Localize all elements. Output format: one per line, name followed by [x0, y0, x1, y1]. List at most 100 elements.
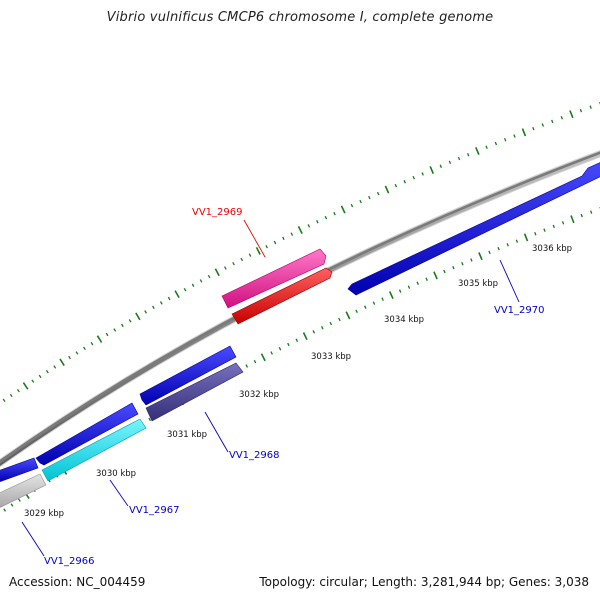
topology-text: Topology: circular; Length: 3,281,944 bp… [259, 575, 589, 589]
outer-minor-tick [579, 108, 583, 113]
outer-minor-tick [159, 301, 163, 305]
tick-label-3032: 3032 kbp [239, 390, 279, 400]
outer-minor-tick [421, 172, 424, 176]
outer-minor-tick [68, 355, 71, 360]
inner-minor-tick [580, 213, 583, 218]
inner-minor-tick [295, 338, 299, 342]
outer-minor-tick [376, 191, 380, 196]
outer-major-tick [59, 358, 65, 367]
inner-minor-tick [416, 281, 419, 285]
inner-minor-tick [589, 210, 593, 214]
tick-label-3036: 3036 kbp [532, 244, 572, 254]
gene-vv1-2966-reverse-arrow[interactable] [35, 402, 139, 466]
gene-vv1-2965-arrow[interactable] [0, 457, 39, 482]
inner-minor-tick [329, 321, 333, 326]
outer-minor-tick [412, 176, 415, 180]
outer-major-tick [521, 128, 527, 137]
inner-minor-tick [497, 246, 500, 251]
outer-major-tick [96, 335, 103, 343]
inner-minor-tick [245, 364, 249, 368]
outer-minor-tick [2, 398, 6, 402]
gene-cyan-arrow[interactable] [41, 418, 147, 482]
tick-label-3031: 3031 kbp [167, 430, 207, 440]
inner-minor-tick [452, 265, 455, 270]
inner-minor-tick [552, 224, 556, 229]
outer-minor-tick [333, 211, 336, 216]
gene-slate-arrow[interactable] [145, 362, 244, 422]
inner-minor-tick [470, 258, 473, 262]
outer-minor-tick [532, 126, 535, 131]
outer-minor-tick [144, 310, 147, 314]
outer-minor-tick [207, 274, 211, 279]
gene-vv1-2969-pink-arrow[interactable] [221, 248, 327, 309]
outer-minor-tick [9, 393, 13, 398]
inner-minor-tick [312, 330, 316, 334]
outer-minor-tick [466, 153, 470, 157]
outer-minor-tick [224, 266, 227, 270]
outer-minor-tick [494, 141, 498, 146]
outer-minor-tick [128, 319, 132, 323]
outer-major-tick [297, 226, 303, 234]
outer-minor-tick [121, 323, 124, 328]
inner-minor-tick [278, 347, 282, 351]
inner-minor-tick [3, 508, 7, 512]
outer-minor-tick [113, 328, 117, 332]
inner-minor-tick [488, 250, 491, 255]
gene-vv1-2967-arrow[interactable] [139, 345, 237, 406]
tick-label-3033: 3033 kbp [311, 352, 351, 362]
outer-minor-tick [307, 224, 311, 228]
outer-minor-tick [183, 287, 187, 292]
outer-minor-tick [232, 261, 235, 266]
outer-minor-tick [359, 199, 362, 204]
outer-minor-tick [83, 346, 86, 351]
inner-minor-tick [561, 221, 565, 225]
gene-label-vv1-2966: VV1_2966 [44, 556, 95, 567]
outer-minor-tick [560, 116, 564, 120]
outer-major-tick [214, 268, 220, 277]
inner-minor-tick [543, 228, 546, 232]
inner-minor-tick [515, 239, 519, 243]
accession-text: Accession: NC_004459 [9, 575, 146, 589]
inner-minor-tick [17, 498, 21, 502]
gene-gray-arrow[interactable] [0, 473, 47, 508]
outer-major-tick [340, 205, 346, 214]
outer-minor-tick [368, 195, 371, 200]
outer-minor-tick [324, 215, 328, 220]
outer-minor-tick [16, 389, 20, 393]
outer-major-tick [135, 312, 141, 321]
gene-label-vv1-2967: VV1_2967 [129, 505, 180, 516]
outer-minor-tick [53, 365, 57, 369]
outer-minor-tick [448, 160, 452, 165]
inner-minor-tick [506, 243, 509, 247]
outer-major-tick [22, 382, 29, 390]
inner-minor-tick [407, 285, 411, 289]
gene-vv1-2969-red-arrow[interactable] [231, 267, 333, 325]
outer-minor-tick [439, 164, 443, 168]
tick-label-3030: 3030 kbp [96, 469, 136, 479]
outer-minor-tick [316, 220, 319, 224]
outer-minor-tick [503, 138, 507, 142]
inner-minor-tick [338, 317, 341, 322]
outer-major-tick [569, 110, 574, 119]
outer-minor-tick [589, 105, 592, 109]
inner-major-tick [260, 353, 266, 362]
gene-features [0, 158, 600, 508]
inner-major-tick [478, 252, 483, 261]
inner-minor-tick [287, 342, 290, 347]
outer-minor-tick [265, 244, 268, 249]
tick-label-3029: 3029 kbp [24, 509, 64, 519]
inner-minor-tick [253, 359, 257, 364]
tick-label-3034: 3034 kbp [384, 315, 424, 325]
outer-minor-tick [152, 305, 155, 310]
tick-label-3035: 3035 kbp [458, 279, 498, 289]
outer-minor-tick [290, 232, 294, 236]
outer-minor-tick [45, 369, 49, 374]
gene-label-leaders [21, 219, 520, 557]
outer-minor-tick [273, 240, 277, 245]
inner-tick-ring [3, 207, 600, 512]
gene-vv1-2970-arrow[interactable] [347, 158, 600, 296]
outer-minor-tick [485, 145, 488, 149]
inner-minor-tick [381, 297, 384, 301]
outer-major-tick [475, 146, 480, 156]
gene-label-vv1-2969: VV1_2969 [192, 207, 243, 218]
